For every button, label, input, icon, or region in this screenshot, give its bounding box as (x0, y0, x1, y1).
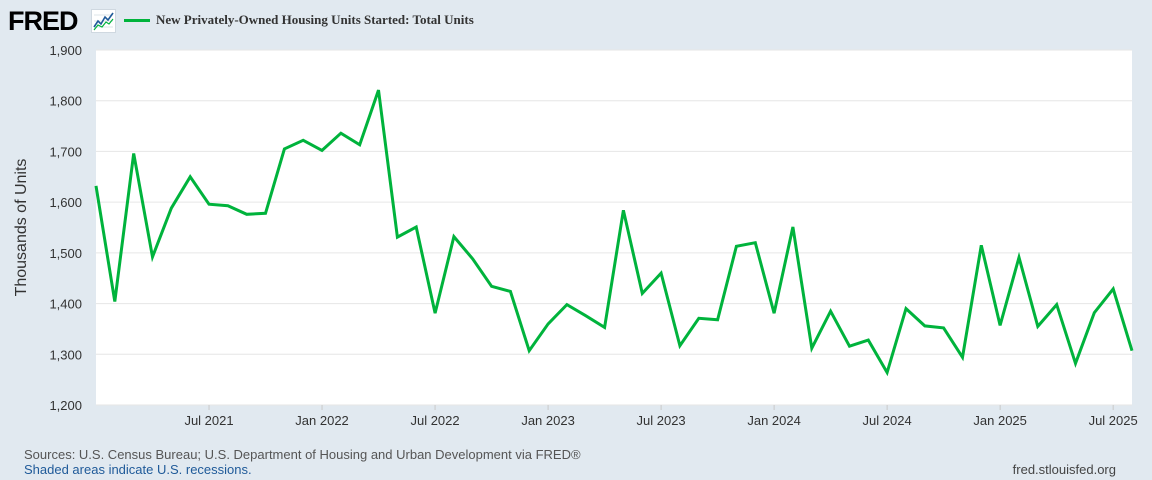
y-tick-label: 1,800 (49, 94, 82, 109)
y-axis-label: Thousands of Units (13, 159, 30, 297)
y-tick-label: 1,400 (49, 297, 82, 312)
plot-area (96, 50, 1132, 405)
y-tick-label: 1,300 (49, 347, 82, 362)
x-axis: Jul 2021 Jan 2022 Jul 2022 Jan 2023 Jul 2023… (184, 405, 1138, 428)
x-tick-label: Jul 2024 (863, 413, 912, 428)
chart-legend: New Privately-Owned Housing Units Starte… (124, 12, 474, 28)
x-tick-label: Jul 2022 (410, 413, 459, 428)
x-tick-label: Jan 2022 (295, 413, 349, 428)
y-tick-label: 1,700 (49, 144, 82, 159)
x-tick-label: Jul 2023 (637, 413, 686, 428)
recession-note[interactable]: Shaded areas indicate U.S. recessions. (24, 462, 252, 477)
x-tick-label: Jan 2025 (973, 413, 1027, 428)
y-axis: 1,200 1,300 1,400 1,500 1,600 1,700 1,800 1,900 (49, 43, 82, 413)
y-tick-label: 1,600 (49, 195, 82, 210)
y-tick-label: 1,900 (49, 43, 82, 58)
series-line (94, 89, 1134, 377)
x-tick-label: Jul 2021 (184, 413, 233, 428)
y-tick-label: 1,200 (49, 398, 82, 413)
fred-logo[interactable]: FRED (8, 6, 78, 36)
site-url[interactable]: fred.stlouisfed.org (1012, 462, 1116, 477)
x-tick-label: Jan 2023 (521, 413, 575, 428)
legend-swatch (124, 18, 150, 22)
y-tick-label: 1,500 (49, 246, 82, 261)
legend-label: New Privately-Owned Housing Units Starte… (156, 12, 474, 27)
source-note: Sources: U.S. Census Bureau; U.S. Depart… (24, 447, 581, 462)
line-graph-icon (91, 9, 116, 33)
x-tick-label: Jan 2024 (747, 413, 801, 428)
x-tick-label: Jul 2025 (1089, 413, 1138, 428)
